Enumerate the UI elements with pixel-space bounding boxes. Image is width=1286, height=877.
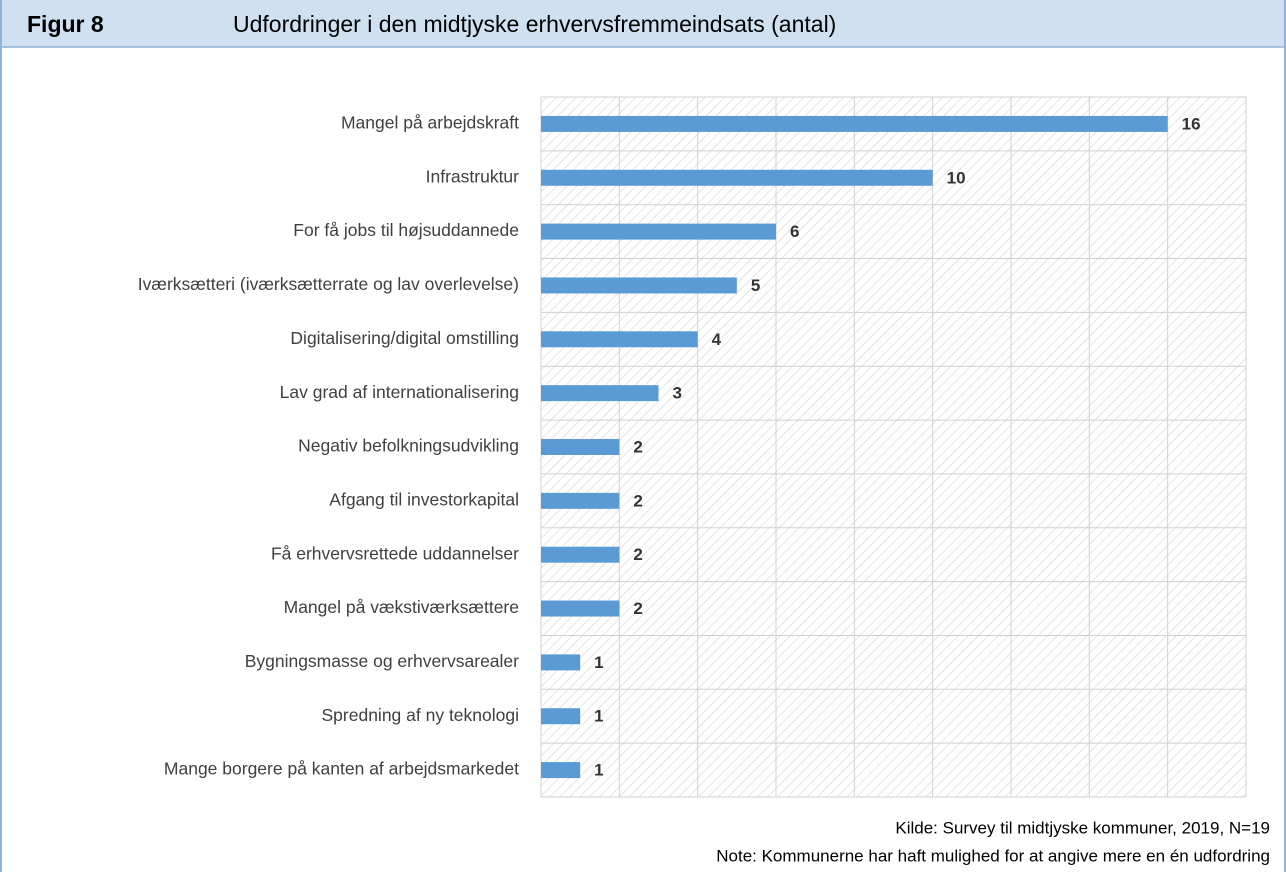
value-label: 2 bbox=[633, 437, 642, 456]
bar bbox=[541, 654, 581, 671]
bar bbox=[541, 385, 659, 402]
bar bbox=[541, 492, 620, 509]
bar bbox=[541, 277, 737, 294]
bar bbox=[541, 600, 620, 617]
y-tick-label: Bygningsmasse og erhvervsarealer bbox=[245, 651, 519, 671]
note: Note: Kommunerne har haft mulighed for a… bbox=[716, 846, 1270, 865]
value-label: 6 bbox=[790, 222, 799, 241]
y-tick-label: Mangel på arbejdskraft bbox=[341, 113, 519, 133]
figure-label: Figur 8 bbox=[27, 11, 104, 37]
y-tick-label: Digitalisering/digital omstilling bbox=[290, 328, 519, 348]
chart-title: Udfordringer i den midtjyske erhvervsfre… bbox=[233, 11, 836, 37]
y-tick-label: Iværksætteri (iværksætterrate og lav ove… bbox=[138, 274, 519, 294]
value-label: 2 bbox=[633, 491, 642, 510]
bar bbox=[541, 439, 620, 455]
y-tick-label: Få erhvervsrettede uddannelser bbox=[271, 543, 519, 563]
bar bbox=[541, 115, 1168, 132]
source: Kilde: Survey til midtjyske kommuner, 20… bbox=[895, 818, 1270, 837]
value-label: 3 bbox=[673, 384, 682, 403]
y-tick-label: Infrastruktur bbox=[426, 166, 520, 186]
plot-area bbox=[541, 97, 1246, 797]
value-label: 1 bbox=[594, 653, 603, 672]
y-tick-label: Spredning af ny teknologi bbox=[322, 705, 520, 725]
y-tick-label: Mangel på vækstiværksættere bbox=[284, 597, 519, 617]
y-tick-label: Afgang til investorkapital bbox=[329, 489, 519, 509]
bar bbox=[541, 546, 620, 563]
y-tick-label: Mange borgere på kanten af arbejdsmarked… bbox=[164, 759, 519, 779]
bar bbox=[541, 708, 581, 725]
value-label: 2 bbox=[633, 599, 642, 618]
bar bbox=[541, 169, 933, 186]
bar bbox=[541, 223, 776, 240]
value-label: 10 bbox=[947, 168, 966, 187]
value-label: 5 bbox=[751, 276, 760, 295]
y-tick-label: For få jobs til højsuddannede bbox=[293, 220, 519, 240]
value-label: 4 bbox=[712, 330, 722, 349]
value-label: 1 bbox=[594, 707, 603, 726]
bar bbox=[541, 331, 698, 348]
value-label: 16 bbox=[1182, 114, 1201, 133]
value-label: 2 bbox=[633, 545, 642, 564]
header-bar bbox=[0, 0, 1286, 47]
bar bbox=[541, 762, 581, 779]
y-tick-label: Lav grad af internationalisering bbox=[280, 382, 519, 402]
value-label: 1 bbox=[594, 761, 603, 780]
y-tick-label: Negativ befolkningsudvikling bbox=[298, 436, 519, 456]
